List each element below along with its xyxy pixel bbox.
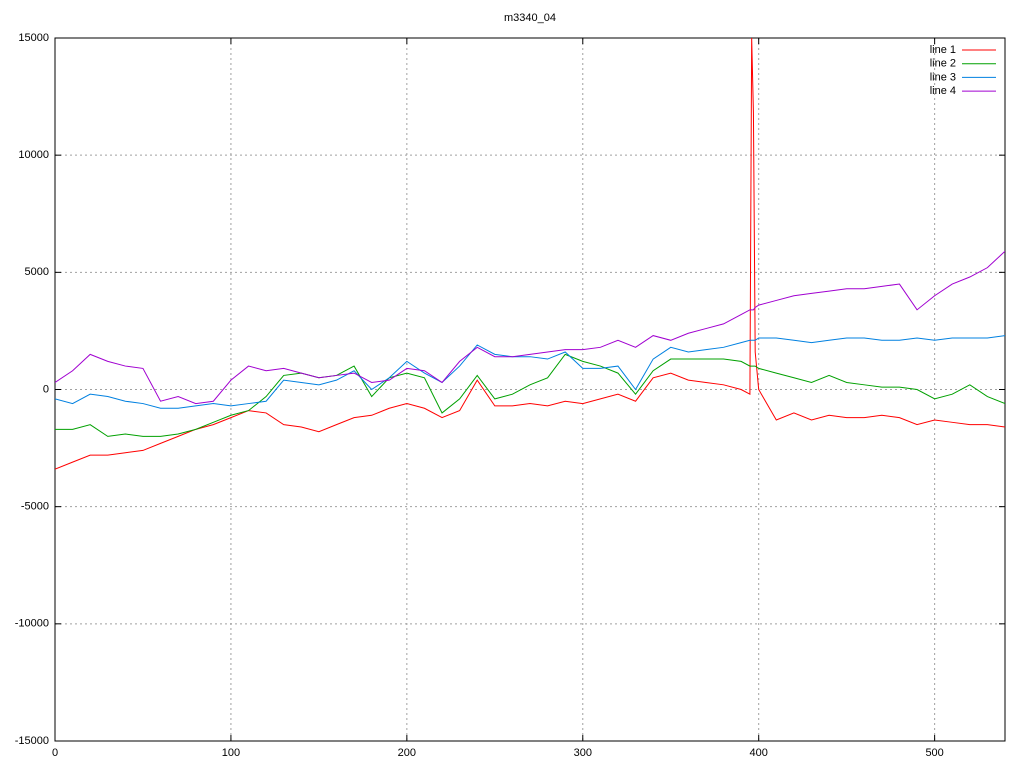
data-line — [55, 250, 1005, 405]
y-tick-label: -10000 — [15, 618, 49, 630]
y-tick-label: 0 — [43, 383, 49, 395]
x-tick-label: 500 — [925, 747, 943, 759]
x-tick-label: 400 — [750, 747, 768, 759]
legend-label: line 2 — [930, 58, 956, 70]
x-tick-label: 100 — [222, 747, 240, 759]
data-line — [55, 335, 1005, 409]
legend-label: line 1 — [930, 44, 956, 56]
y-tick-label: 5000 — [25, 266, 49, 278]
y-tick-label: 15000 — [18, 32, 49, 44]
x-tick-label: 200 — [398, 747, 416, 759]
data-line — [55, 38, 1005, 470]
legend-label: line 4 — [930, 85, 956, 97]
legend-label: line 3 — [930, 71, 956, 83]
y-tick-label: 10000 — [18, 149, 49, 161]
data-line — [55, 353, 1005, 437]
y-tick-label: -5000 — [21, 501, 49, 513]
plot-border — [54, 37, 1006, 742]
x-tick-label: 300 — [574, 747, 592, 759]
y-tick-label: -15000 — [15, 735, 49, 747]
x-tick-label: 0 — [52, 747, 58, 759]
chart-title: m3340_04 — [504, 12, 556, 24]
